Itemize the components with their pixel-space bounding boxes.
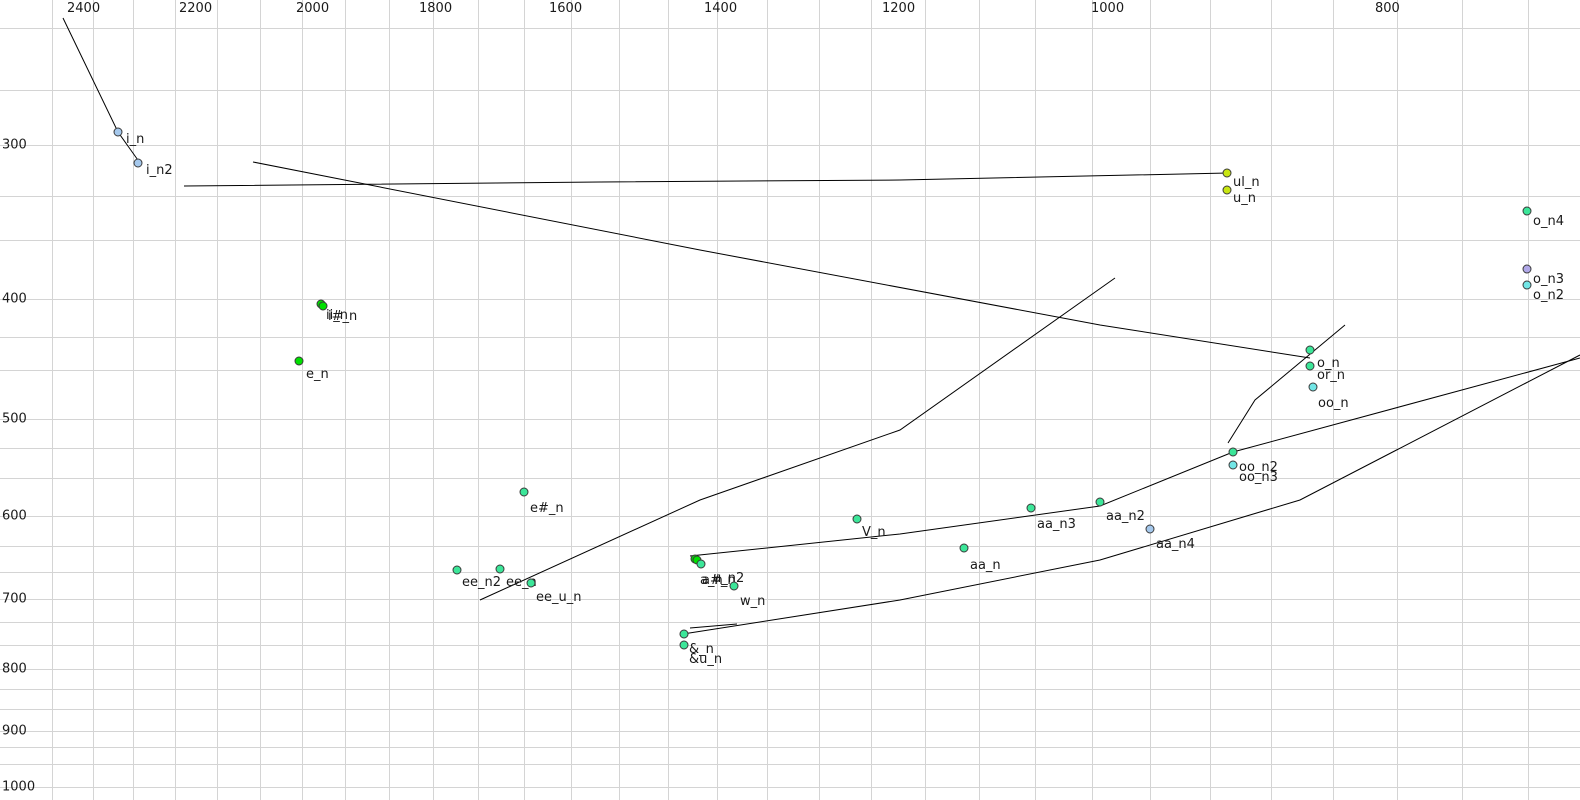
data-point-ul-n[interactable] [1222,168,1232,178]
data-point-label: &_n [689,642,714,657]
data-point-label: &u_n [689,652,723,667]
data-point-label: o_n2 [1533,288,1564,303]
x-tick-label: 2200 [179,1,213,16]
y-tick-label: 1000 [2,779,36,795]
data-point-i-n2[interactable] [133,158,143,168]
data-point-o-n4[interactable] [1522,206,1532,216]
data-point-or-n[interactable] [1305,361,1315,371]
data-point-label: o_n [1317,356,1340,371]
data-point-ee-n2[interactable] [452,565,462,575]
data-point-label: ul_n [1233,175,1260,190]
x-tick-label: 2400 [67,1,101,16]
data-point-label: aa_n2 [1106,509,1145,524]
data-point-label: e_n [306,367,329,382]
x-tick-label: 1400 [704,1,738,16]
line-upper-flat [183,172,1229,187]
data-point-u-n[interactable] [1222,185,1232,195]
data-point-label: aa_n4 [1156,537,1195,552]
data-point-aa-n3[interactable] [1026,503,1036,513]
data-point-label: w_n [740,594,766,609]
data-point-aa-n[interactable] [959,543,969,553]
data-point-ee-u-n[interactable] [526,578,536,588]
x-tick-label: 1600 [549,1,583,16]
data-point-label: o_n4 [1533,214,1564,229]
data-point-oo-n3[interactable] [1228,460,1238,470]
data-point-label: a_n [700,573,723,588]
line-oo-vertical [1227,324,1346,444]
data-point-w-n[interactable] [729,581,739,591]
y-tick-label: 800 [2,661,27,677]
data-point-label: oo_n3 [1239,470,1278,485]
data-point-label: a#_n [702,573,736,588]
data-point-o-n2[interactable] [1522,280,1532,290]
data-point-o-n3[interactable] [1522,264,1532,274]
data-point-o-n[interactable] [1305,345,1315,355]
data-point-label: i#_n [328,309,358,324]
data-point-label: i_n [126,132,145,147]
data-point-label: or_n [1317,368,1346,383]
data-point-u-n2[interactable] [696,559,706,569]
data-point-label: u_n [1233,191,1256,206]
data-point-aa-n4[interactable] [1145,524,1155,534]
x-tick-label: 1800 [419,1,453,16]
y-tick-label: 300 [2,137,27,153]
data-point-label: ii_n [326,308,348,323]
y-tick-label: 400 [2,291,27,307]
data-point-oo-n[interactable] [1308,382,1318,392]
data-point-label: i_n2 [146,163,173,178]
data-point-label: o_n3 [1533,272,1564,287]
data-point-i-n[interactable] [113,127,123,137]
data-point-label: e#_n [530,501,564,516]
line-diagonal-rising [479,277,1116,601]
line-short-stub [689,623,738,629]
data-point-oo-n2[interactable] [1228,447,1238,457]
data-point-aa-n2[interactable] [1095,497,1105,507]
data-point-i--n[interactable] [318,301,328,311]
data-point-label: aa_n3 [1037,517,1076,532]
y-tick-label: 500 [2,411,27,427]
x-tick-label: 1200 [882,1,916,16]
x-tick-label: 800 [1375,1,1400,16]
data-point-label: aa_n [970,558,1001,573]
data-point-e--n[interactable] [519,487,529,497]
data-point-label: V_n [862,525,886,540]
line-long-descending [252,161,1311,359]
data-point-ee-n[interactable] [495,564,505,574]
data-point-label: ee_n2 [462,575,502,590]
data-point--u-n[interactable] [679,640,689,650]
x-tick-label: 1000 [1091,1,1125,16]
data-point-label: oo_n2 [1239,460,1278,475]
y-tick-label: 600 [2,508,27,524]
y-tick-label: 900 [2,723,27,739]
line-lower-rising [682,354,1580,635]
data-point---n[interactable] [679,629,689,639]
y-tick-label: 700 [2,591,27,607]
x-tick-label: 2000 [296,1,330,16]
data-point-label: ee_u_n [536,590,582,605]
data-point-label: oo_n [1318,396,1349,411]
data-point-V-n[interactable] [852,514,862,524]
data-point-e-n[interactable] [294,356,304,366]
data-point-label: u_n2 [713,571,745,586]
